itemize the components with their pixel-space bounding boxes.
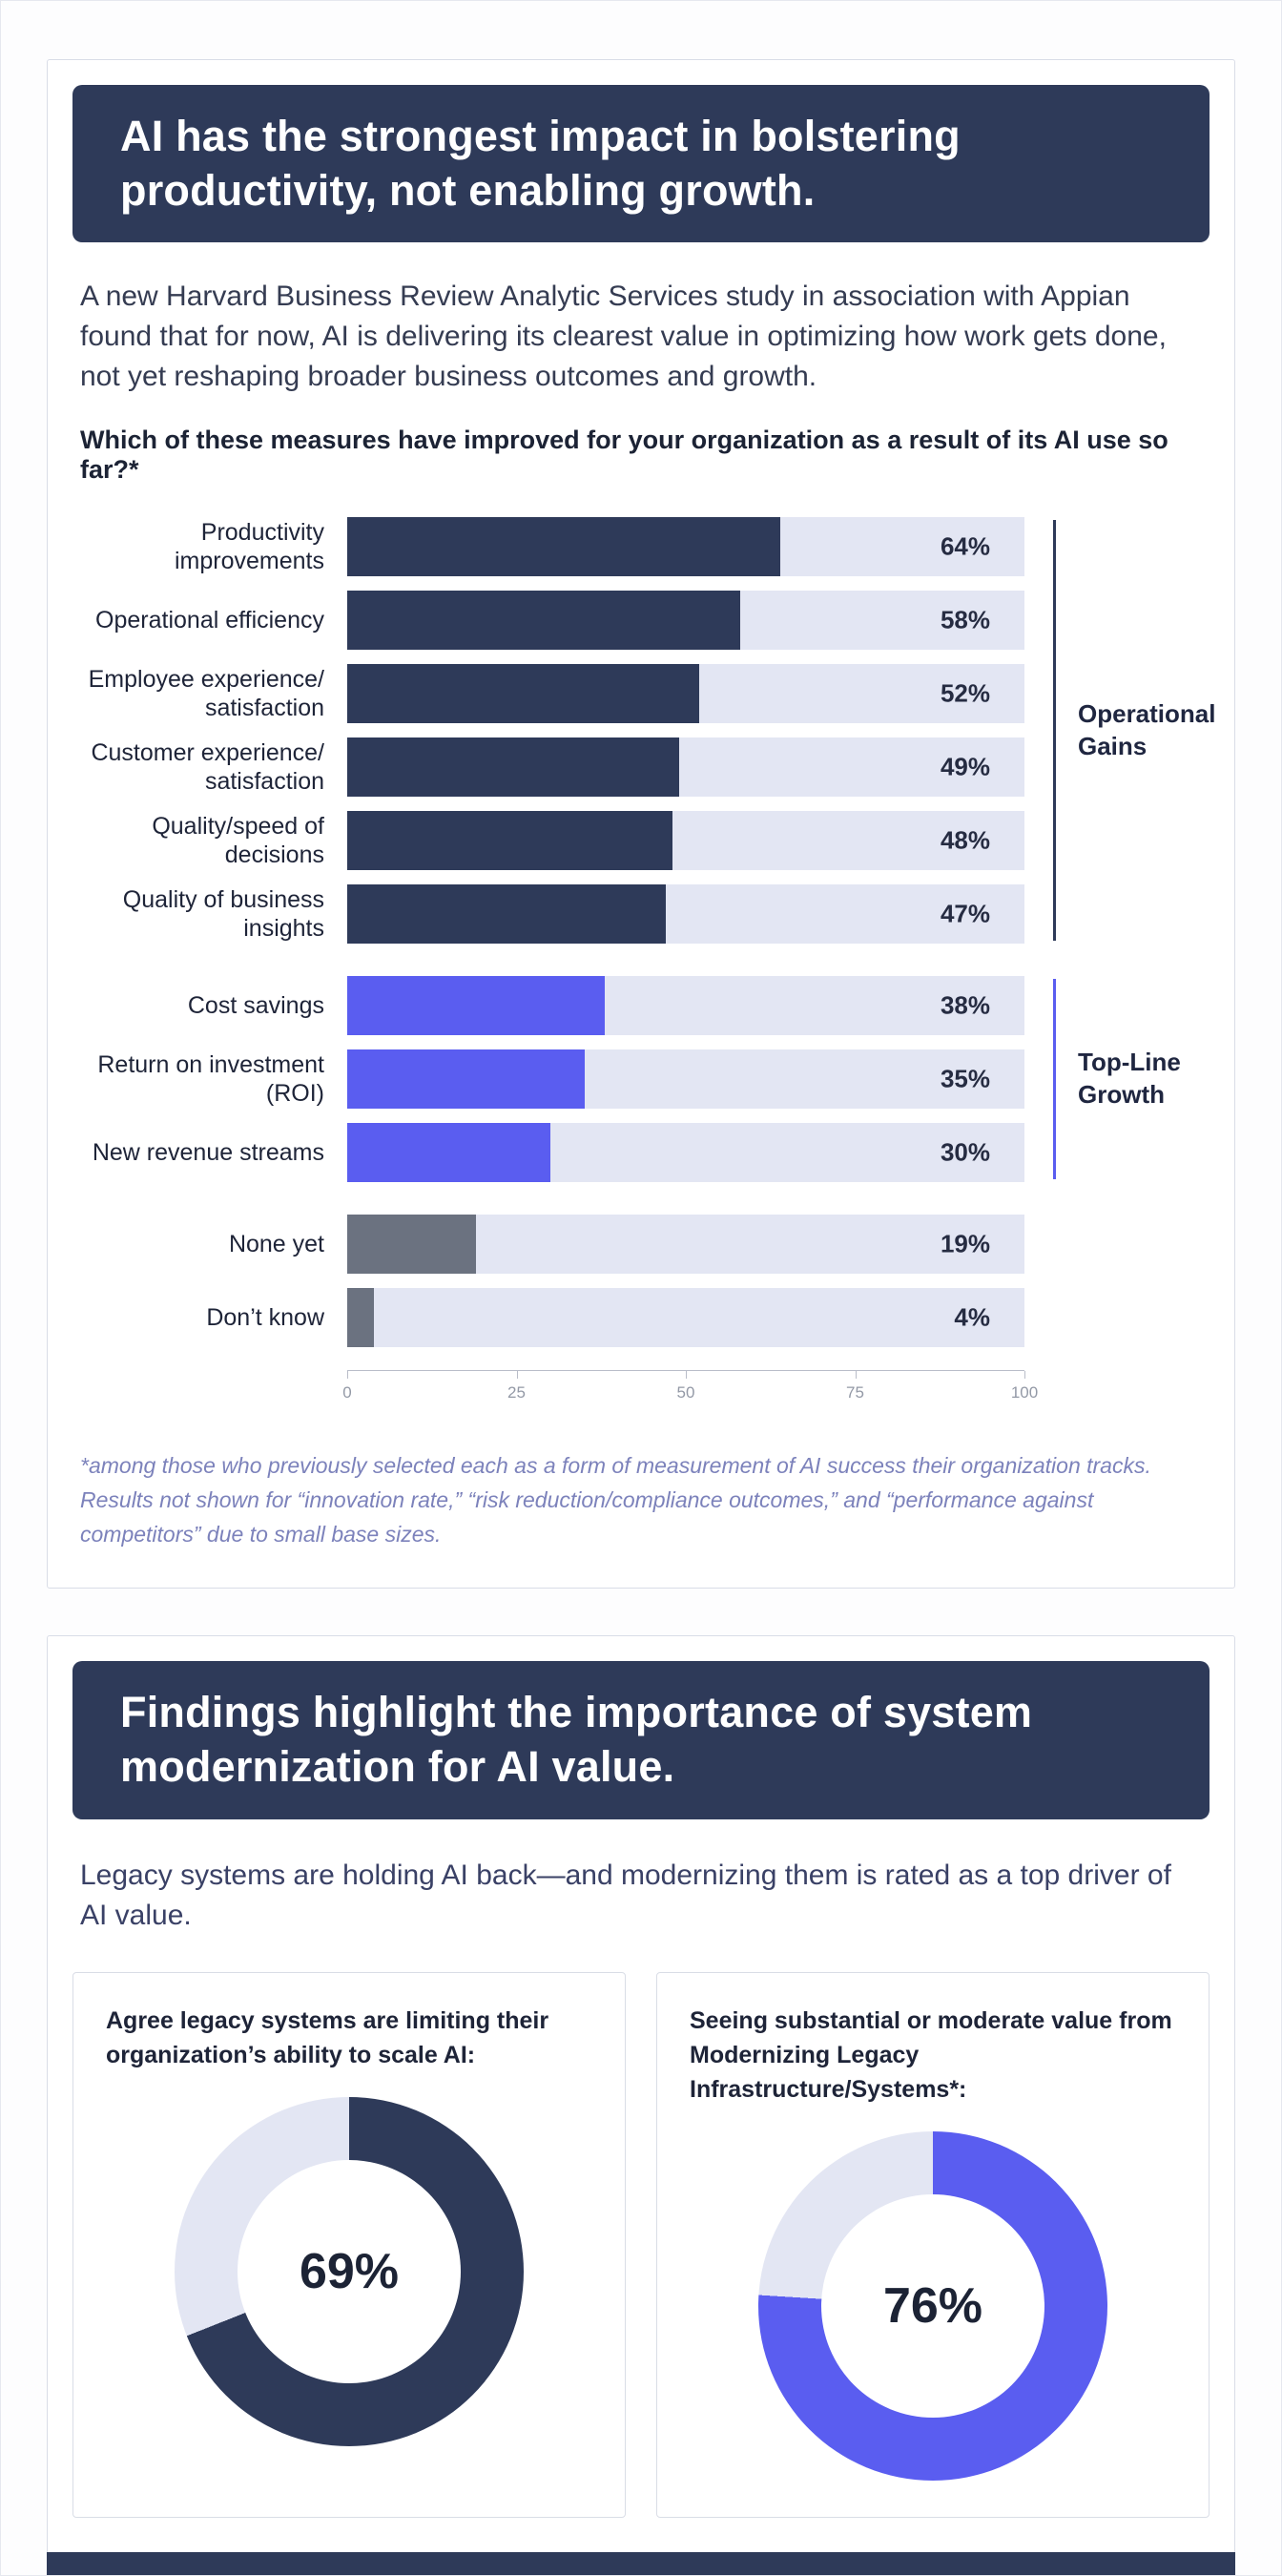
section1-intro: A new Harvard Business Review Analytic S… (80, 280, 1167, 393)
bar-value: 48% (940, 825, 990, 855)
bar-label: Productivity improvements (175, 519, 324, 575)
bar-value: 49% (940, 752, 990, 781)
axis-tick (347, 1371, 348, 1380)
bar-fill (347, 517, 781, 577)
bar-track: 35% (347, 1049, 1024, 1110)
bar-fill (347, 737, 679, 798)
axis-tick-label: 100 (1010, 1383, 1039, 1402)
bar-fill (347, 976, 605, 1036)
bar-label: Employee experience/ satisfaction (88, 666, 324, 722)
bar-group-rows: Productivity improvements 64% Operational … (72, 517, 1210, 945)
axis-tick-label: 50 (676, 1383, 695, 1402)
axis-tick-label: 0 (342, 1383, 352, 1402)
bar-label: New revenue streams (92, 1139, 324, 1167)
group-caption: Top-Line Growth (1078, 1048, 1181, 1110)
bar-group-rows: Cost savings 38% Return on investment (ROI… (72, 976, 1210, 1183)
bar-value: 64% (940, 531, 990, 561)
section1-banner: AI has the strongest impact in bolsterin… (72, 85, 1210, 243)
bar-value: 47% (940, 899, 990, 928)
bar-fill (347, 1288, 375, 1348)
bar-label: None yet (228, 1231, 324, 1258)
donut-title-modernization-value: Seeing substantial or moderate value fro… (690, 2006, 1172, 2104)
donut-wrap: 76% (690, 2131, 1176, 2482)
bar-row: Operational efficiency 58% (72, 591, 1210, 651)
bar-fill (347, 884, 666, 945)
bar-fill (347, 1215, 476, 1275)
axis-tick (1024, 1371, 1025, 1380)
donut-chart-modernization-value: 76% (758, 2131, 1107, 2482)
bar-track: 47% (347, 884, 1024, 945)
bar-track: 30% (347, 1123, 1024, 1183)
bar-track: 48% (347, 811, 1024, 871)
bar-fill (347, 811, 672, 871)
bar-label: Return on investment (ROI) (97, 1051, 324, 1108)
donut-value-legacy-limits: 69% (299, 2244, 400, 2300)
chart-question: Which of these measures have improved fo… (80, 426, 1168, 485)
donut-value-modernization-value: 76% (882, 2278, 983, 2335)
bar-value: 30% (940, 1137, 990, 1167)
bar-value: 52% (940, 678, 990, 708)
bar-track: 58% (347, 591, 1024, 651)
bar-track: 49% (347, 737, 1024, 798)
bar-row: Customer experience/ satisfaction 49% (72, 737, 1210, 798)
bar-fill (347, 1049, 585, 1110)
bar-value: 19% (940, 1229, 990, 1258)
bar-track: 64% (347, 517, 1024, 577)
donut-box-modernization-value: Seeing substantial or moderate value fro… (656, 1971, 1210, 2519)
bar-track: 38% (347, 976, 1024, 1036)
card-modernization: Findings highlight the importance of sys… (47, 1635, 1235, 2575)
donut-boxes: Agree legacy systems are limiting their … (72, 1971, 1210, 2519)
bar-row: None yet 19% (72, 1215, 1210, 1275)
bar-label: Customer experience/ satisfaction (91, 739, 324, 796)
bar-row: New revenue streams 30% (72, 1123, 1210, 1183)
donut-title-legacy-limits: Agree legacy systems are limiting their … (106, 2006, 549, 2068)
bar-label: Quality of business insights (122, 886, 324, 943)
bar-group: None yet 19% Don’t know 4% (72, 1215, 1210, 1348)
bar-row: Return on investment (ROI) 35% (72, 1049, 1210, 1110)
bar-label: Operational efficiency (95, 607, 324, 634)
bar-chart: Productivity improvements 64% Operational … (72, 517, 1216, 1348)
bar-group-rows: None yet 19% Don’t know 4% (72, 1215, 1210, 1348)
x-axis: 0 25 50 75 100 (342, 1370, 1038, 1411)
axis-tick-label: 25 (507, 1383, 526, 1402)
donut-wrap: 69% (106, 2097, 592, 2447)
donut-box-legacy-limits: Agree legacy systems are limiting their … (72, 1971, 626, 2519)
group-bracket (1053, 520, 1056, 942)
bar-group: Cost savings 38% Return on investment (ROI… (72, 976, 1210, 1183)
bar-row: Quality of business insights 47% (72, 884, 1210, 945)
axis-tick (686, 1371, 687, 1380)
card-productivity-impact: AI has the strongest impact in bolsterin… (47, 59, 1235, 1589)
bar-value: 38% (940, 990, 990, 1020)
axis-tick (855, 1371, 857, 1380)
section2-lead: Legacy systems are holding AI back—and m… (80, 1859, 1171, 1931)
bar-fill (347, 1123, 550, 1183)
bottom-bar (47, 2552, 1235, 2575)
bar-group: Productivity improvements 64% Operational … (72, 517, 1216, 945)
donut-chart-legacy-limits: 69% (175, 2097, 524, 2447)
bar-label: Cost savings (187, 992, 324, 1020)
axis-tick (516, 1371, 518, 1380)
bar-row: Productivity improvements 64% (72, 517, 1210, 577)
bar-fill (347, 591, 740, 651)
bar-row: Employee experience/ satisfaction 52% (72, 664, 1210, 724)
bar-row: Don’t know 4% (72, 1288, 1210, 1348)
axis-tick-label: 75 (846, 1383, 864, 1402)
section2-banner: Findings highlight the importance of sys… (72, 1661, 1210, 1819)
bar-label: Don’t know (206, 1304, 324, 1332)
bar-label: Quality/speed of decisions (152, 813, 324, 869)
group-bracket (1053, 979, 1056, 1180)
bar-row: Quality/speed of decisions 48% (72, 811, 1210, 871)
bar-value: 35% (940, 1064, 990, 1093)
bar-row: Cost savings 38% (72, 976, 1210, 1036)
section1-footnote: *among those who previously selected eac… (80, 1453, 1151, 1547)
bar-track: 52% (347, 664, 1024, 724)
bar-track: 4% (347, 1288, 1024, 1348)
bar-fill (347, 664, 700, 724)
bar-value: 4% (954, 1302, 990, 1332)
bar-track: 19% (347, 1215, 1024, 1275)
group-caption: Operational Gains (1078, 699, 1216, 760)
bar-value: 58% (940, 605, 990, 634)
